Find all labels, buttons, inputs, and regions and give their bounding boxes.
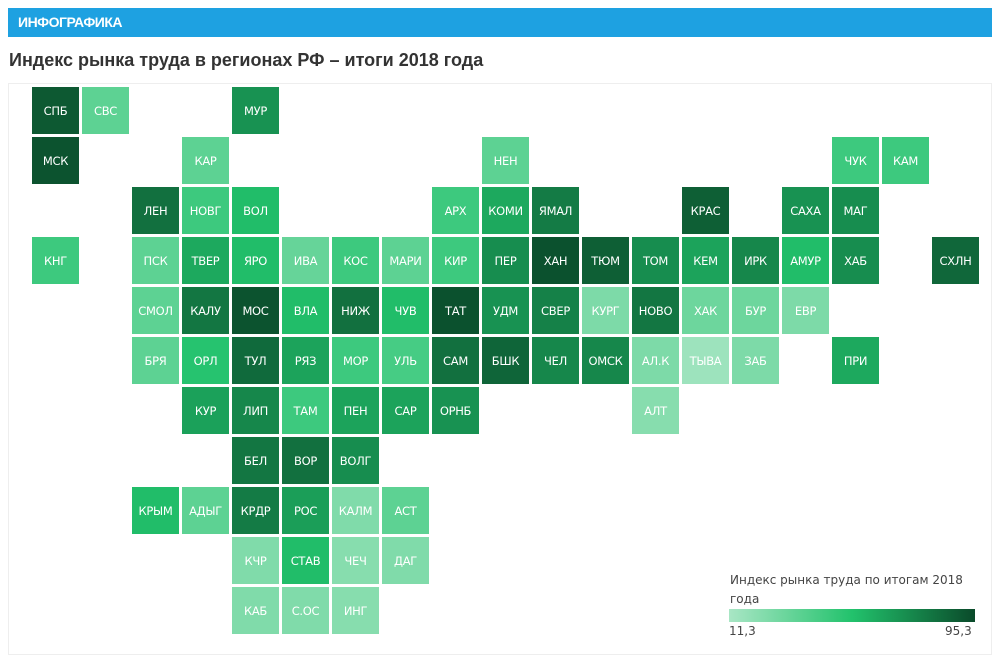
- region-tile[interactable]: ОМСК: [582, 337, 629, 384]
- region-tile[interactable]: ТВЕР: [182, 237, 229, 284]
- region-tile[interactable]: КРАС: [682, 187, 729, 234]
- region-tile[interactable]: АЛТ: [632, 387, 679, 434]
- region-tile[interactable]: АЛ.К: [632, 337, 679, 384]
- legend-min-label: 11,3: [729, 624, 756, 638]
- region-tile[interactable]: МУР: [232, 87, 279, 134]
- region-tile[interactable]: НОВО: [632, 287, 679, 334]
- region-tile[interactable]: ХАБ: [832, 237, 879, 284]
- region-tile[interactable]: КУР: [182, 387, 229, 434]
- region-tile[interactable]: ХАН: [532, 237, 579, 284]
- region-tile[interactable]: НЕН: [482, 137, 529, 184]
- region-tile[interactable]: КАБ: [232, 587, 279, 634]
- region-tile[interactable]: ЛЕН: [132, 187, 179, 234]
- region-tile[interactable]: БРЯ: [132, 337, 179, 384]
- region-tile[interactable]: МАРИ: [382, 237, 429, 284]
- legend-gradient-bar: [729, 609, 975, 622]
- region-tile[interactable]: КАР: [182, 137, 229, 184]
- region-tile[interactable]: РЯЗ: [282, 337, 329, 384]
- region-tile[interactable]: УДМ: [482, 287, 529, 334]
- region-tile[interactable]: АДЫГ: [182, 487, 229, 534]
- region-tile[interactable]: ЯМАЛ: [532, 187, 579, 234]
- region-tile[interactable]: НОВГ: [182, 187, 229, 234]
- region-tile[interactable]: ВОР: [282, 437, 329, 484]
- banner-label: ИНФОГРАФИКА: [18, 14, 122, 30]
- region-tile[interactable]: ПЕН: [332, 387, 379, 434]
- region-tile[interactable]: ТОМ: [632, 237, 679, 284]
- region-tile[interactable]: ИВА: [282, 237, 329, 284]
- region-tile[interactable]: ЧЕЛ: [532, 337, 579, 384]
- region-tile[interactable]: КАЛУ: [182, 287, 229, 334]
- legend-max-label: 95,3: [945, 624, 972, 638]
- region-tile[interactable]: КНГ: [32, 237, 79, 284]
- region-tile[interactable]: АРХ: [432, 187, 479, 234]
- region-tile[interactable]: НИЖ: [332, 287, 379, 334]
- region-tile[interactable]: СТАВ: [282, 537, 329, 584]
- region-tile[interactable]: КУРГ: [582, 287, 629, 334]
- region-tile[interactable]: ЧУК: [832, 137, 879, 184]
- region-tile[interactable]: ИНГ: [332, 587, 379, 634]
- region-tile[interactable]: ОРНБ: [432, 387, 479, 434]
- region-tile[interactable]: ТАМ: [282, 387, 329, 434]
- region-tile[interactable]: ТУЛ: [232, 337, 279, 384]
- infographic-banner: ИНФОГРАФИКА: [8, 8, 992, 37]
- region-tile[interactable]: САМ: [432, 337, 479, 384]
- region-tile[interactable]: ВЛА: [282, 287, 329, 334]
- region-tile[interactable]: ХАК: [682, 287, 729, 334]
- region-tile[interactable]: ВОЛГ: [332, 437, 379, 484]
- region-tile[interactable]: ОРЛ: [182, 337, 229, 384]
- region-tile[interactable]: МОС: [232, 287, 279, 334]
- region-tile[interactable]: ЕВР: [782, 287, 829, 334]
- region-tile[interactable]: УЛЬ: [382, 337, 429, 384]
- region-tile[interactable]: КОС: [332, 237, 379, 284]
- region-tile[interactable]: СВЕР: [532, 287, 579, 334]
- region-tile[interactable]: ЛИП: [232, 387, 279, 434]
- region-tile[interactable]: ЯРО: [232, 237, 279, 284]
- region-tile[interactable]: КЧР: [232, 537, 279, 584]
- region-tile[interactable]: ТЫВА: [682, 337, 729, 384]
- region-tile[interactable]: КАЛМ: [332, 487, 379, 534]
- region-tile[interactable]: КИР: [432, 237, 479, 284]
- region-tile[interactable]: ПСК: [132, 237, 179, 284]
- region-tile[interactable]: ЧУВ: [382, 287, 429, 334]
- region-tile[interactable]: САР: [382, 387, 429, 434]
- region-tile[interactable]: МАГ: [832, 187, 879, 234]
- region-tile[interactable]: ПРИ: [832, 337, 879, 384]
- region-tile[interactable]: КРДР: [232, 487, 279, 534]
- region-tile[interactable]: ЧЕЧ: [332, 537, 379, 584]
- region-tile[interactable]: РОС: [282, 487, 329, 534]
- region-tile[interactable]: СПБ: [32, 87, 79, 134]
- region-tile[interactable]: АМУР: [782, 237, 829, 284]
- region-tile[interactable]: БЕЛ: [232, 437, 279, 484]
- region-tile[interactable]: КЕМ: [682, 237, 729, 284]
- region-tile[interactable]: САХА: [782, 187, 829, 234]
- region-tile[interactable]: КРЫМ: [132, 487, 179, 534]
- region-tile[interactable]: ДАГ: [382, 537, 429, 584]
- legend-title: Индекс рынка труда по итогам 2018 года: [730, 573, 963, 606]
- region-tile[interactable]: БУР: [732, 287, 779, 334]
- region-tile[interactable]: ПЕР: [482, 237, 529, 284]
- region-tile[interactable]: ВОЛ: [232, 187, 279, 234]
- region-tile[interactable]: СХЛН: [932, 237, 979, 284]
- region-tile[interactable]: МСК: [32, 137, 79, 184]
- region-tile[interactable]: ТАТ: [432, 287, 479, 334]
- region-tile[interactable]: СВС: [82, 87, 129, 134]
- region-tile[interactable]: БШК: [482, 337, 529, 384]
- region-tile[interactable]: ТЮМ: [582, 237, 629, 284]
- region-tile[interactable]: МОР: [332, 337, 379, 384]
- region-tile[interactable]: ИРК: [732, 237, 779, 284]
- region-tile[interactable]: КАМ: [882, 137, 929, 184]
- page-title: Индекс рынка труда в регионах РФ – итоги…: [9, 50, 484, 70]
- region-tile[interactable]: АСТ: [382, 487, 429, 534]
- region-tile[interactable]: КОМИ: [482, 187, 529, 234]
- tile-map: СПБ СВС МУР МСК КАР НЕН ЧУК КАМ ЛЕН НОВГ ВОЛ АРХ КОМ…: [8, 83, 992, 655]
- region-tile[interactable]: СМОЛ: [132, 287, 179, 334]
- region-tile[interactable]: ЗАБ: [732, 337, 779, 384]
- region-tile[interactable]: С.ОС: [282, 587, 329, 634]
